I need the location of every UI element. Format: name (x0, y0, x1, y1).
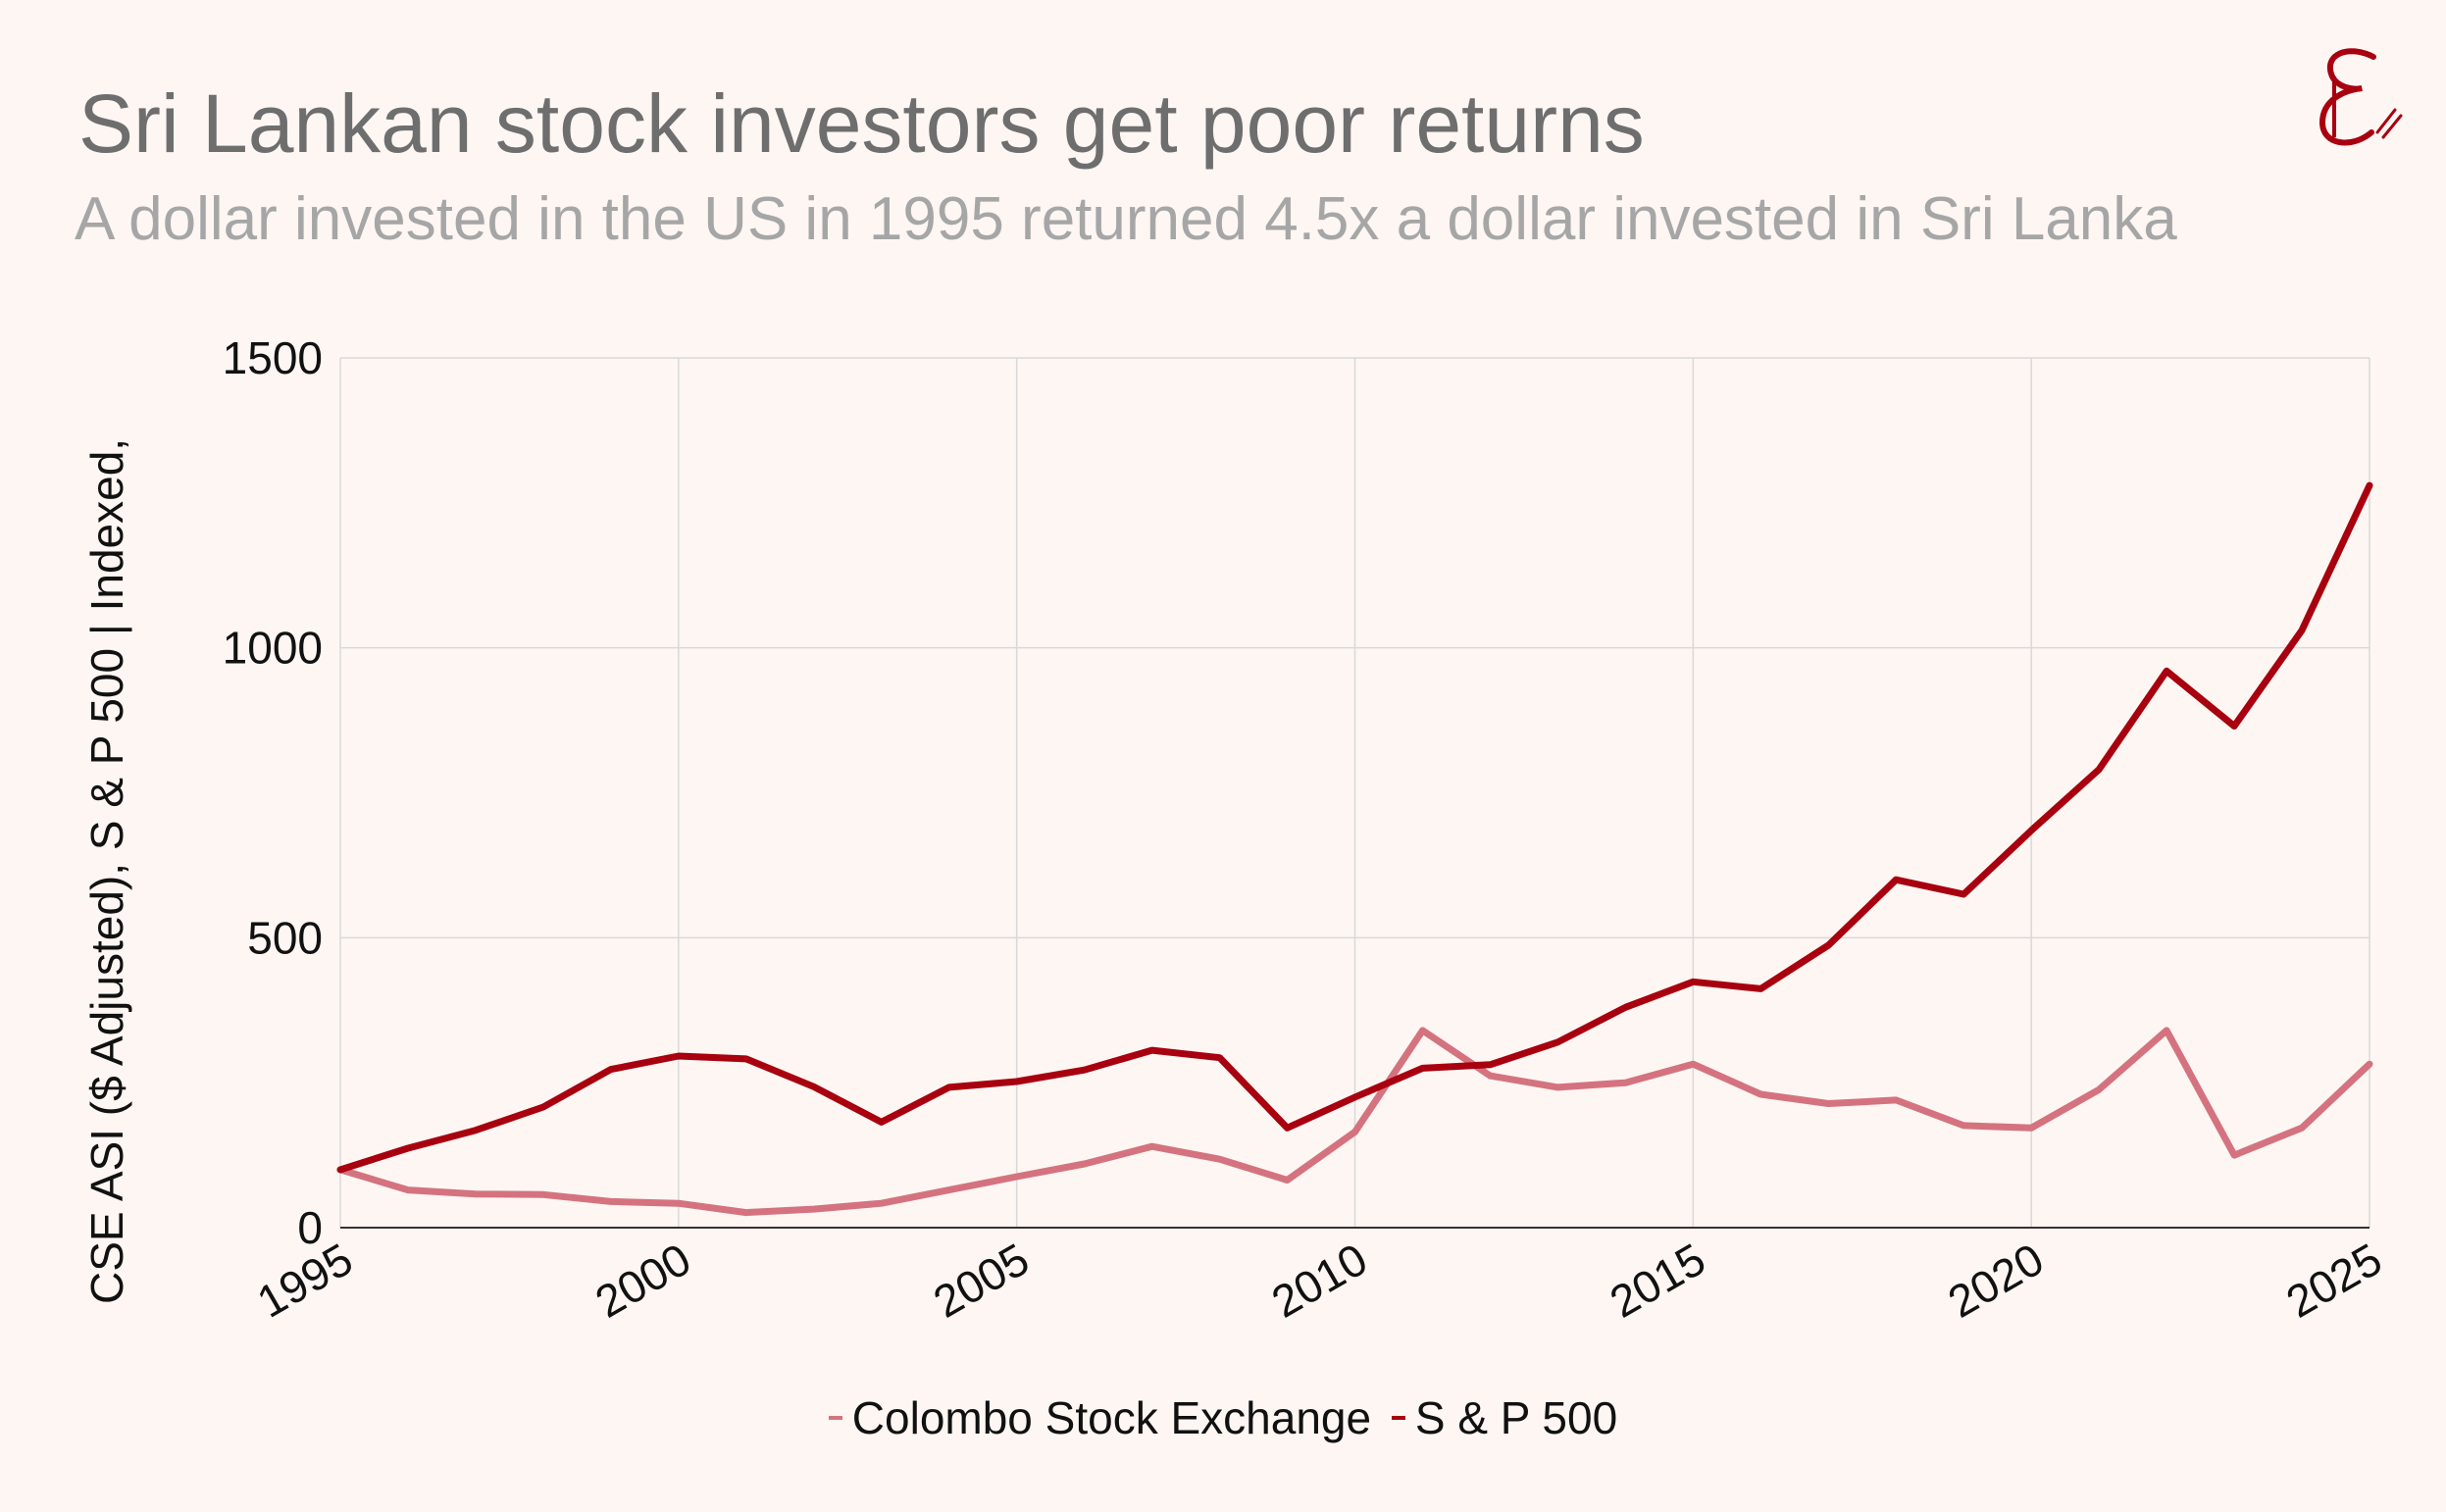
y-tick-label: 0 (297, 1202, 323, 1253)
chart-subtitle: A dollar invested in the US in 1995 retu… (75, 185, 2177, 253)
x-tick-label: 2020 (1940, 1234, 2053, 1328)
y-tick-label: 1000 (223, 623, 323, 674)
gridlines (339, 357, 2370, 1229)
y-tick-label: 500 (247, 912, 323, 963)
legend-item-sp500: S & P 500 (1391, 1391, 1618, 1444)
x-tick-label: 2005 (925, 1234, 1038, 1328)
legend: Colombo Stock Exchange S & P 500 (0, 1378, 2446, 1444)
legend-swatch-cse (828, 1416, 842, 1420)
legend-swatch-sp500 (1391, 1416, 1405, 1420)
legend-label-cse: Colombo Stock Exchange (851, 1392, 1372, 1443)
x-tick-label: 2015 (1602, 1234, 1714, 1328)
x-tick-label: 2025 (2277, 1234, 2390, 1328)
logo-icon (2319, 48, 2403, 146)
series-line-cse (336, 1027, 2373, 1217)
chart-title: Sri Lankan stock investors get poor retu… (78, 77, 1645, 170)
series-line-sp500 (336, 481, 2373, 1174)
x-tick-label: 2000 (586, 1234, 699, 1328)
y-tick-label: 1500 (223, 332, 323, 383)
series-lines (336, 481, 2373, 1217)
x-tick-label: 2010 (1263, 1234, 1376, 1328)
legend-item-cse: Colombo Stock Exchange (828, 1391, 1372, 1444)
legend-label-sp500: S & P 500 (1414, 1392, 1618, 1443)
